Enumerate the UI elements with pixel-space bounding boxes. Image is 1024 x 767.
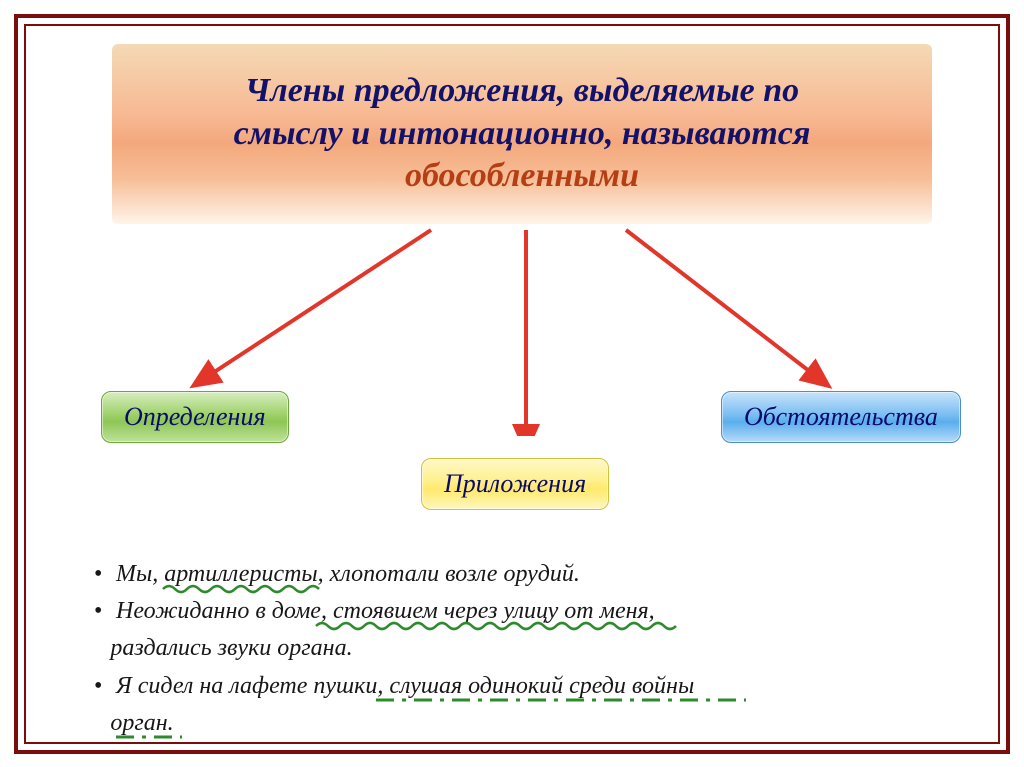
node-applications-label: Приложения [444,469,586,498]
examples-list: Мы, артиллеристы, хлопотали возле орудий… [86,556,986,742]
title-highlight: обособленными [405,155,639,198]
inner-frame: Члены предложения, выделяемые по смыслу … [24,24,1000,744]
outer-frame: Члены предложения, выделяемые по смыслу … [14,14,1010,754]
example-3: Я сидел на лафете пушки, слушая одинокий… [86,668,986,705]
example-3-text: Я сидел на лафете пушки, слушая одинокий… [116,673,694,699]
node-circumstances: Обстоятельства [721,391,961,443]
example-1: Мы, артиллеристы, хлопотали возле орудий… [86,556,986,593]
title-box: Члены предложения, выделяемые по смыслу … [112,44,932,224]
example-1-text: Мы, артиллеристы, хлопотали возле орудий… [116,561,580,587]
title-line-2: смыслу и интонационно, называются [234,113,811,156]
node-circumstances-label: Обстоятельства [744,402,938,431]
example-2: Неожиданно в доме, стоявшем через улицу … [86,593,986,630]
example-3b: • орган. [86,705,986,742]
example-3b-text: орган. [110,710,173,736]
example-2b: • раздались звуки органа. [86,630,986,667]
node-definitions: Определения [101,391,289,443]
example-2-text: Неожиданно в доме, стоявшем через улицу … [116,598,655,624]
node-definitions-label: Определения [124,402,266,431]
title-line-1: Члены предложения, выделяемые по [245,70,799,113]
example-2b-text: раздались звуки органа. [110,635,352,661]
node-applications: Приложения [421,458,609,510]
